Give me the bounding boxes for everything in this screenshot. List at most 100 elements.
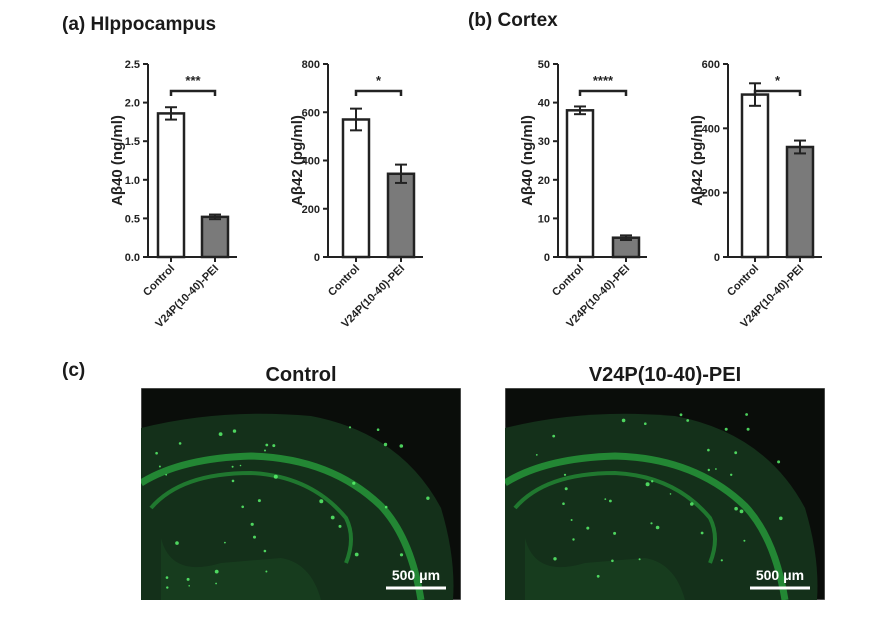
significance-bracket [753,89,802,96]
corpus-callosum [141,452,425,600]
significance-stars: * [775,73,781,88]
y-tick-label: 400 [302,156,320,168]
y-tick-label: 2.5 [125,59,140,71]
plaque-dot [745,413,748,416]
plaque-dot [186,577,190,581]
plaque-dot [426,496,430,500]
plaque-dot [707,448,710,452]
plaque-dot [611,559,614,563]
micrograph-control: 500 μm [141,388,461,600]
y-axis-label: Aβ42 (pg/ml) [289,115,306,206]
y-tick-label: 0 [714,252,720,264]
plaque-dot [690,502,694,506]
significance-bracket [354,89,403,96]
plaque-dot [175,541,179,545]
plaque-dot [707,468,710,472]
y-tick-label: 0 [544,252,550,264]
panel-c-label: (c) [62,360,86,381]
plaque-dot [165,473,168,476]
y-tick-label: 40 [538,98,550,110]
thalamus-region [161,538,321,600]
plaque-dot [188,585,190,587]
significance-bracket [169,89,217,96]
plaque-dot [734,506,738,511]
plaque-dot [613,531,617,535]
plaque-dot [263,549,267,553]
plaque-dot [604,498,607,500]
plaque-dot [686,419,690,422]
plaque-dot [165,576,169,579]
plaque-dot [730,473,733,476]
plaque-dot [720,559,723,562]
plaque-dot [155,451,158,455]
panel-b-title: (b) Cortex [468,10,558,31]
plaque-dot [224,541,226,544]
plaque-dot [231,465,234,468]
plaque-dot [563,473,567,476]
plaque-dot [564,487,568,491]
y-tick-label: 400 [702,123,720,135]
plaque-dot [241,505,244,509]
plaque-dot [218,432,223,436]
panel-a-title: (a) HIppocampus [62,14,217,35]
plaque-dot [338,524,342,528]
y-tick-label: 0 [314,252,320,264]
scale-bar-label: 500 μm [392,567,440,583]
y-tick-label: 30 [538,136,550,148]
micrograph-control-title: Control [265,364,337,386]
plaque-dot [562,502,565,505]
y-tick-label: 1.5 [125,136,140,148]
plaque-dot [231,479,235,483]
y-axis-label: Aβ40 (ng/ml) [109,115,126,206]
x-tick-label: Control [326,263,362,299]
plaque-dot [265,570,268,573]
plaque-dot [257,499,261,503]
plaque-dot [553,557,557,561]
bar-control [156,112,186,259]
plaque-dot [272,444,276,448]
y-axis-label: Aβ42 (pg/ml) [689,115,706,206]
plaque-dot [178,442,182,445]
plaque-dot [384,505,388,509]
bar-treated [386,172,416,259]
y-tick-label: 2.0 [125,98,140,110]
plaque-dot [650,522,653,525]
plaque-dot [724,427,728,431]
plaque-dot [399,444,404,448]
hippocampus-band [513,470,717,564]
plaque-dot [376,428,380,431]
y-tick-label: 200 [302,204,320,216]
plaque-dot [404,573,406,575]
y-tick-label: 600 [702,59,720,71]
plaque-dot [383,442,388,447]
significance-stars: * [376,73,382,88]
plaque-dot [777,460,781,464]
plaque-dot [552,434,556,438]
bar-control [341,118,371,259]
plaque-dot [354,552,359,557]
y-tick-label: 600 [302,107,320,119]
x-tick-label: Control [141,263,177,299]
micrograph-treated-title: V24P(10-40)-PEI [588,364,742,386]
plaque-dot [746,427,750,431]
plaque-dot [596,574,600,578]
significance-bracket [578,89,628,96]
bar-treated [785,145,815,259]
plaque-dot [250,522,254,526]
plaque-dot [215,582,217,585]
plaque-dot [586,526,590,530]
y-tick-label: 50 [538,59,550,71]
hippocampus-band [149,470,353,564]
y-tick-label: 800 [302,59,320,71]
y-tick-label: 0.5 [125,213,140,225]
plaque-dot [609,499,612,503]
plaque-dot [166,586,169,589]
plaque-dot [621,418,626,423]
plaque-dot [239,464,242,467]
plaque-dot [679,413,683,417]
plaque-dot [644,422,647,425]
